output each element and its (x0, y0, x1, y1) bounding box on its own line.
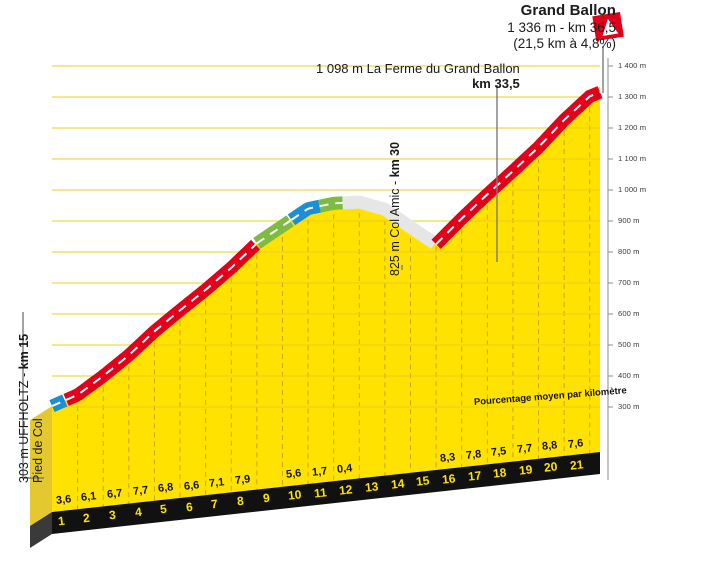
road-dash (51, 399, 66, 407)
gradient-label: 7,7 (516, 442, 533, 456)
road-dash (256, 219, 291, 245)
km-label: 8 (236, 493, 245, 509)
mountain-body (30, 65, 600, 526)
km-label: 18 (492, 465, 508, 481)
km-label: 15 (415, 473, 431, 490)
gradient-label: 5,6 (285, 467, 303, 482)
mountain-side-face (30, 406, 52, 526)
km-label: 21 (569, 456, 585, 473)
km-label: 14 (389, 476, 405, 492)
mountain-flag-icon (592, 11, 624, 42)
road-dash (65, 243, 257, 401)
km-label: 13 (364, 479, 380, 495)
col-amic-label: 825 m Col Amic - (388, 177, 402, 276)
gradient-label: 0,4 (336, 461, 354, 476)
gradient-label: 7,8 (464, 447, 482, 462)
axis-tick-label: 1 100 m (618, 154, 647, 163)
axis-tick-label: 500 m (618, 340, 640, 349)
gradient-label: 8,3 (439, 450, 456, 465)
axis-tick-label: 400 m (618, 371, 640, 380)
axis-tick-label: 900 m (618, 216, 640, 225)
gradient-label: 7,5 (490, 445, 508, 459)
summit-name: Grand Ballon (520, 2, 616, 19)
road-centerline-dashes (51, 91, 601, 407)
km-label: 5 (159, 502, 168, 517)
ferme-annotation: 1 098 m La Ferme du Grand Ballon km 33,5 (316, 61, 520, 92)
uffholtz-annotation: 303 m UFFHOLTZ - km 15 (17, 334, 31, 483)
road-dash (435, 91, 601, 245)
gradient-label: 3,6 (55, 492, 72, 507)
gradient-label: 7,7 (132, 484, 149, 498)
ferme-label: 1 098 m La Ferme du Grand Ballon (316, 61, 520, 76)
km-label: 10 (287, 487, 303, 504)
mountain-fill (52, 85, 600, 512)
axis-tick-label: 700 m (618, 278, 640, 287)
summit-annotation: Grand Ballon 1 336 m - km 36,5 (21,5 km … (507, 2, 616, 52)
km-label: 19 (518, 462, 533, 478)
col-amic-km: km 30 (388, 141, 402, 178)
km-label: 16 (441, 470, 456, 487)
axis-tick-label: 1 300 m (618, 92, 647, 101)
km-label: 17 (466, 468, 482, 484)
gradient-label: 7,9 (234, 473, 251, 487)
km-label: 11 (313, 484, 328, 501)
axis-tick-label: 1 000 m (618, 185, 647, 194)
summit-elevation-km: 1 336 m - km 36,5 (507, 19, 616, 35)
gradient-label: 6,7 (106, 487, 123, 501)
axis-tick-label: 600 m (618, 309, 640, 318)
uffholtz-subtitle: Pied de Col (31, 418, 45, 483)
km-strip-front (52, 452, 600, 534)
axis-tick-label: 300 m (618, 402, 640, 411)
km-label: 1 (57, 513, 66, 528)
gradient-label: 6,8 (157, 481, 175, 496)
flat-band (342, 195, 439, 249)
km-label: 12 (338, 482, 354, 498)
km-label: 6 (185, 499, 194, 514)
gradient-label: 7,1 (208, 475, 226, 490)
gradient-label: 1,7 (311, 464, 328, 479)
km-label: 20 (543, 459, 559, 475)
road-dash (319, 201, 343, 208)
gradient-label: 7,6 (567, 436, 584, 451)
uffholtz-label: 303 m UFFHOLTZ - (17, 369, 31, 483)
km-strip (30, 452, 600, 548)
km-label: 3 (108, 507, 117, 523)
axis-tick-label: 1 400 m (618, 61, 647, 70)
gradient-label: 8,8 (541, 439, 559, 454)
km-strip-left-face (30, 512, 52, 548)
col-amic-annotation: 825 m Col Amic - km 30 (388, 142, 402, 276)
km-label: 9 (261, 490, 271, 506)
summit-stats: (21,5 km à 4,8%) (513, 35, 616, 51)
gradient-label: 6,6 (183, 478, 200, 493)
km-label: 4 (133, 504, 143, 520)
ferme-km: km 33,5 (472, 76, 520, 92)
uffholtz-km: km 15 (17, 333, 31, 370)
axis-tick-label: 800 m (618, 247, 640, 256)
road-dash (290, 205, 320, 221)
axis-tick-label: 1 200 m (618, 123, 647, 132)
elevation-axis-ticks (608, 65, 613, 408)
gradient-label: 6,1 (80, 489, 98, 504)
